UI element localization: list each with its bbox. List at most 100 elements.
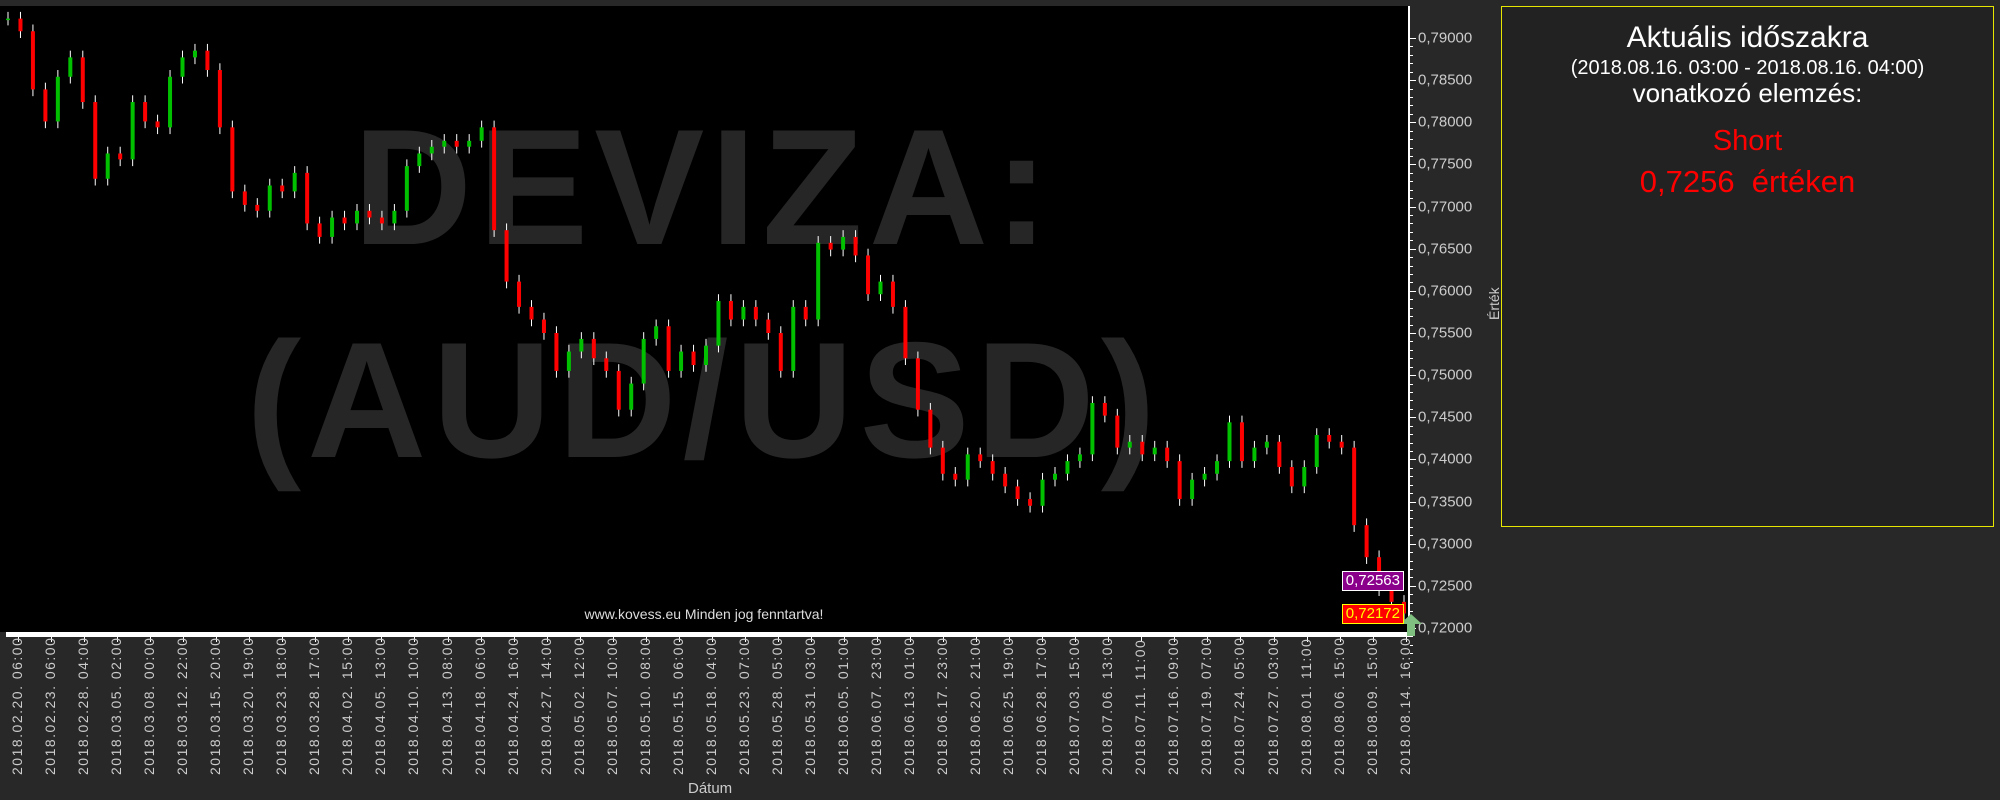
candle-body	[105, 153, 110, 179]
y-tick-label: 0,75000	[1418, 366, 1473, 384]
copyright-footer: www.kovess.eu Minden jog fenntartva!	[584, 606, 824, 622]
y-tick-label: 0,77500	[1418, 155, 1473, 173]
x-tick	[1405, 637, 1407, 642]
candle-body	[1165, 447, 1170, 462]
candle-body	[392, 210, 397, 224]
candle-body	[6, 18, 10, 21]
candle-body	[330, 217, 335, 237]
x-tick-label: 2018.04.27. 14:00	[537, 636, 554, 775]
y-minor-tick	[1410, 240, 1413, 242]
candle	[616, 364, 621, 417]
y-minor-tick	[1410, 535, 1413, 537]
y-minor-tick	[1410, 97, 1413, 98]
y-minor-tick	[1410, 231, 1413, 233]
candle	[529, 300, 534, 327]
y-minor-tick	[1410, 54, 1413, 56]
x-tick-label: 2018.04.10. 10:00	[405, 636, 422, 775]
x-tick	[678, 637, 680, 642]
y-tick-label: 0,78000	[1418, 113, 1473, 131]
x-tick	[381, 637, 383, 642]
candle-body	[753, 306, 758, 320]
candle	[1053, 467, 1057, 487]
x-tick	[249, 637, 251, 642]
x-tick	[51, 637, 53, 642]
candle-body	[155, 121, 160, 128]
panel-subtitle: vonatkozó elemzés:	[1632, 78, 1863, 108]
candle	[704, 338, 708, 372]
candle	[105, 146, 110, 186]
y-tick	[1410, 375, 1416, 377]
y-minor-tick	[1410, 46, 1413, 48]
candle	[828, 236, 833, 257]
candle	[841, 230, 846, 257]
analysis-panel: Aktuális időszakra (2018.08.16. 03:00 - …	[1501, 6, 1994, 527]
y-minor-tick	[1410, 265, 1413, 267]
y-minor-tick	[1410, 105, 1413, 107]
candle-body	[1152, 447, 1157, 455]
candle-body	[180, 57, 185, 77]
panel-period: (2018.08.16. 03:00 - 2018.08.16. 04:00)	[1570, 57, 1925, 79]
x-tick	[315, 637, 317, 642]
candle	[1364, 518, 1369, 564]
candle	[1190, 472, 1195, 506]
y-minor-tick	[1410, 341, 1413, 343]
y-tick	[1410, 585, 1416, 587]
candle	[679, 344, 684, 378]
candle	[853, 230, 858, 263]
candle-body	[43, 89, 48, 122]
candlestick-series	[6, 11, 1406, 621]
candle	[953, 467, 958, 487]
x-tick	[1240, 637, 1242, 642]
candle-body	[1264, 441, 1269, 448]
y-minor-tick	[1410, 636, 1413, 638]
y-minor-tick	[1410, 257, 1413, 259]
candle-body	[928, 409, 933, 448]
y-minor-tick	[1410, 476, 1413, 478]
candle-body	[791, 306, 796, 371]
x-tick-label: 2018.03.20. 19:00	[240, 636, 257, 775]
candle	[641, 332, 646, 391]
candle-body	[517, 281, 522, 307]
candle	[305, 166, 310, 231]
y-tick-label: 0,73000	[1418, 535, 1473, 553]
candle	[68, 50, 73, 84]
y-tick	[1410, 80, 1416, 82]
candle	[192, 43, 197, 65]
x-tick-label: 2018.06.13. 01:00	[901, 636, 918, 775]
candle-body	[604, 358, 609, 371]
candle	[1015, 479, 1020, 506]
candle	[404, 159, 409, 218]
x-tick	[150, 637, 152, 642]
candle	[442, 134, 447, 154]
candle	[915, 351, 920, 417]
candle-body	[1227, 422, 1232, 462]
candle-body	[404, 166, 409, 211]
x-tick-label: 2018.05.15. 06:00	[669, 636, 686, 775]
candle	[928, 402, 933, 455]
y-minor-tick	[1410, 661, 1413, 663]
x-tick	[976, 637, 978, 642]
y-minor-tick	[1410, 88, 1413, 90]
chart-plot-area[interactable]	[0, 6, 1408, 632]
y-minor-tick	[1410, 611, 1413, 613]
candle	[230, 120, 235, 199]
x-tick-label: 2018.08.06. 15:00	[1330, 636, 1347, 775]
candle-body	[903, 306, 908, 359]
x-tick-label: 2018.04.24. 16:00	[504, 636, 521, 775]
candle-body	[1053, 473, 1057, 480]
y-minor-tick	[1410, 349, 1413, 351]
y-minor-tick	[1410, 594, 1413, 596]
x-tick-label: 2018.03.05. 02:00	[108, 636, 125, 775]
x-tick-label: 2018.05.28. 05:00	[768, 636, 785, 775]
x-tick-label: 2018.05.31. 03:00	[801, 636, 818, 775]
candle	[205, 43, 210, 77]
y-minor-tick	[1410, 552, 1413, 554]
candle	[18, 11, 23, 38]
x-tick	[645, 637, 647, 642]
candle	[1090, 396, 1095, 462]
candle	[292, 166, 297, 199]
x-tick	[348, 637, 350, 642]
candle-body	[878, 281, 883, 295]
candle	[1102, 396, 1107, 423]
candle-body	[679, 351, 684, 371]
